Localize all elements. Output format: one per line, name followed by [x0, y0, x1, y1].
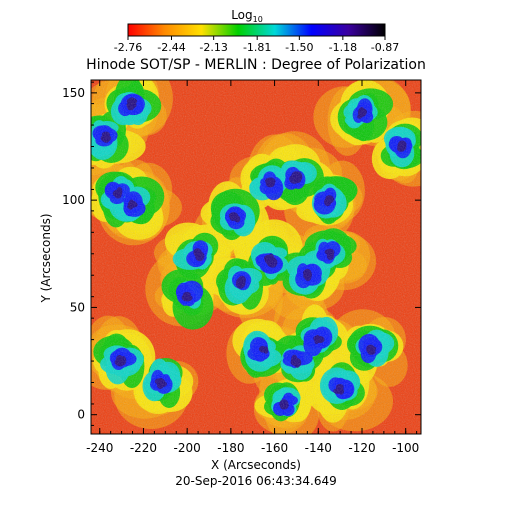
x-tick-label: -160 [261, 441, 288, 455]
timestamp: 20-Sep-2016 06:43:34.649 [175, 474, 337, 488]
x-axis: -240 -220 -200 -180 -160 -140 -120 -100 [86, 80, 419, 455]
x-tick-label: -180 [217, 441, 244, 455]
heatmap-texture [91, 80, 421, 434]
colorbar-label-subscript: 10 [253, 15, 263, 24]
y-tick-label: 0 [77, 408, 85, 422]
y-axis-label: Y (Arcseconds) [39, 213, 53, 303]
x-tick-label: -140 [305, 441, 332, 455]
chart-title: Hinode SOT/SP - MERLIN : Degree of Polar… [86, 57, 426, 73]
colorbar [127, 23, 386, 37]
y-tick-label: 50 [70, 300, 85, 314]
colorbar-tick-label: -0.87 [371, 41, 399, 54]
colorbar-ticks: -2.76 -2.44 -2.13 -1.81 -1.50 -1.18 -0.87 [114, 36, 399, 54]
x-tick-label: -200 [174, 441, 201, 455]
colorbar-tick-label: -1.50 [285, 41, 313, 54]
y-tick-label: 150 [62, 86, 85, 100]
x-tick-label: -220 [130, 441, 157, 455]
x-tick-label: -100 [392, 441, 419, 455]
y-tick-label: 100 [62, 193, 85, 207]
plot-frame [90, 79, 422, 435]
x-tick-label: -120 [348, 441, 375, 455]
colorbar-tick-label: -2.44 [157, 41, 185, 54]
colorbar-tick-label: -2.76 [114, 41, 142, 54]
colorbar-tick-label: -1.81 [243, 41, 271, 54]
colorbar-label: Log10 [231, 8, 263, 24]
x-axis-label: X (Arcseconds) [211, 458, 301, 472]
x-tick-label: -240 [86, 441, 113, 455]
colorbar-tick-label: -1.18 [329, 41, 357, 54]
colorbar-tick-label: -2.13 [199, 41, 227, 54]
y-axis: 0 50 100 150 [62, 81, 421, 426]
heatmap-area [91, 80, 421, 434]
